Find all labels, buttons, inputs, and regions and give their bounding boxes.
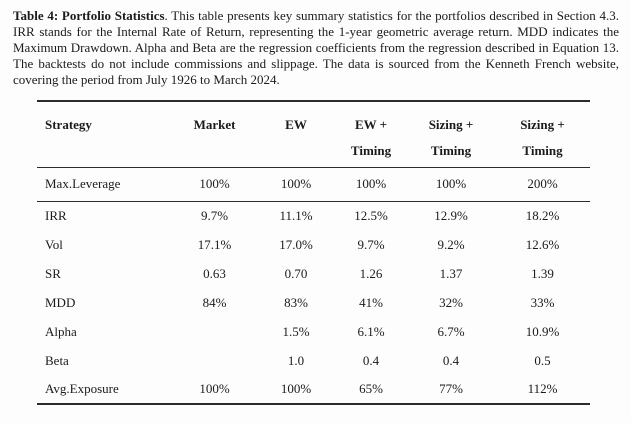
cell: 18.2% — [525, 207, 560, 223]
table-row-max-leverage: Max.Leverage 100% 100% 100% 100% 200% — [37, 167, 590, 201]
cell: 0.63 — [203, 265, 226, 281]
cell: 17.0% — [279, 236, 313, 252]
cell: 100% — [199, 381, 230, 396]
cell: 11.1% — [279, 207, 313, 223]
table-row-avg-exposure: Avg.Exposure 100% 100% 65% 77% 112% — [37, 375, 590, 404]
cell: 0.4 — [362, 352, 380, 368]
table-row-mdd: MDD 84% 83% 41% 32% 33% — [37, 288, 590, 317]
cell — [172, 346, 257, 375]
cell: 100% — [280, 176, 312, 191]
cell: 6.7% — [437, 323, 465, 339]
header-market: Market — [193, 117, 236, 132]
cell: 12.5% — [354, 207, 388, 223]
cell: 10.9% — [525, 323, 560, 339]
cell: 41% — [359, 294, 383, 310]
row-label: SR — [45, 265, 61, 281]
cell: 100% — [435, 176, 467, 191]
table-row-sr: SR 0.63 0.70 1.26 1.37 1.39 — [37, 259, 590, 288]
caption-text: . This table presents key summary statis… — [13, 8, 619, 87]
cell: 0.5 — [534, 352, 551, 368]
table-body: Max.Leverage 100% 100% 100% 100% 200% IR… — [37, 167, 590, 404]
table-row-alpha: Alpha 1.5% 6.1% 6.7% 10.9% — [37, 317, 590, 346]
header-strategy: Strategy — [45, 117, 92, 132]
cell: 83% — [284, 294, 308, 310]
cell: 0.4 — [442, 352, 460, 368]
cell: 33% — [530, 294, 555, 310]
cell: 100% — [280, 381, 312, 396]
row-label: Max.Leverage — [45, 176, 121, 191]
cell: 200% — [527, 176, 558, 191]
cell: 1.26 — [359, 265, 383, 281]
cell: 1.39 — [531, 265, 554, 281]
cell: 112% — [527, 381, 558, 396]
header-sizing-timing-2: Sizing + Timing — [520, 117, 565, 158]
cell: 12.6% — [525, 236, 560, 252]
row-label: IRR — [45, 207, 67, 223]
caption-label: Table 4: Portfolio Statistics — [13, 8, 165, 23]
header-ew: EW — [285, 117, 307, 132]
row-label: MDD — [45, 294, 76, 310]
cell: 9.7% — [200, 207, 229, 223]
cell: 1.5% — [282, 323, 310, 339]
cell: 100% — [355, 176, 387, 191]
table-row-vol: Vol 17.1% 17.0% 9.7% 9.2% 12.6% — [37, 230, 590, 259]
cell: 9.7% — [357, 236, 385, 252]
table-header: Strategy Market EW EW + Timing Sizing + Ti… — [37, 101, 590, 167]
row-label: Vol — [45, 236, 63, 252]
cell: 17.1% — [197, 236, 232, 252]
portfolio-statistics-table: Strategy Market EW EW + Timing Sizing + Ti… — [37, 100, 590, 405]
cell: 1.37 — [439, 265, 463, 281]
row-label: Alpha — [45, 323, 77, 339]
row-label: Avg.Exposure — [45, 381, 119, 396]
table-caption: Table 4: Portfolio Statistics. This tabl… — [13, 8, 619, 88]
cell: 32% — [439, 294, 463, 310]
header-row: Strategy Market EW EW + Timing Sizing + Ti… — [37, 101, 590, 167]
cell: 84% — [202, 294, 227, 310]
cell: 9.2% — [437, 236, 465, 252]
cell: 1.0 — [287, 352, 305, 368]
table-row-beta: Beta 1.0 0.4 0.4 0.5 — [37, 346, 590, 375]
header-sizing-timing-1: Sizing + Timing — [428, 117, 474, 158]
cell: 100% — [199, 176, 230, 191]
row-label: Beta — [45, 352, 69, 368]
cell — [172, 317, 257, 346]
table-row-irr: IRR 9.7% 11.1% 12.5% 12.9% 18.2% — [37, 201, 590, 230]
cell: 6.1% — [357, 323, 385, 339]
cell: 65% — [359, 381, 383, 396]
cell: 0.70 — [284, 265, 308, 281]
cell: 77% — [439, 381, 463, 396]
table-container: Strategy Market EW EW + Timing Sizing + Ti… — [37, 100, 590, 405]
header-ew-timing: EW + Timing — [350, 117, 392, 158]
cell: 12.9% — [434, 207, 468, 223]
